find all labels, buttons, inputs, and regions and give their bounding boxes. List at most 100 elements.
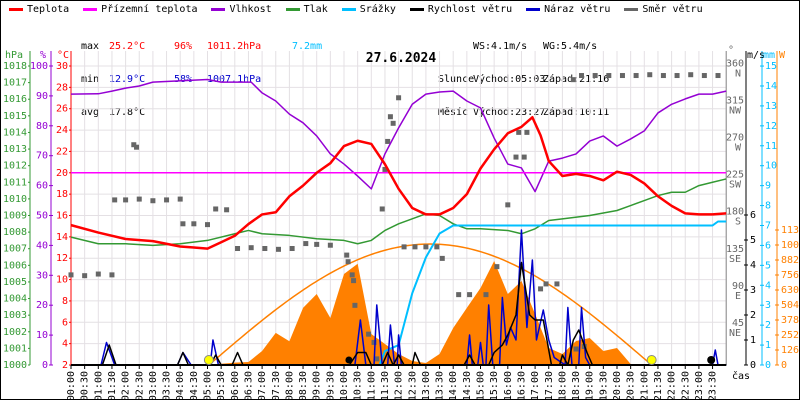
- wind-direction-point: [513, 154, 519, 160]
- time-tick-label: 09:00: [312, 371, 323, 400]
- pressure-tick-label: 1001: [3, 343, 27, 354]
- legend-item-humidity: Vlhkost: [211, 4, 272, 15]
- min-temp: 12.9°C: [109, 74, 146, 85]
- rain-tick-label: 4: [765, 280, 771, 291]
- temperature-tick-label: 4: [62, 339, 68, 350]
- temperature-tick-label: 8: [62, 296, 68, 307]
- max-wind-speed: WS:4.1m/s: [473, 41, 528, 52]
- wind-direction-point: [456, 292, 462, 298]
- time-tick-label: 11:30: [380, 371, 391, 400]
- temperature-tick-label: 20: [56, 168, 68, 179]
- solar-tick-label: 756: [781, 270, 799, 281]
- time-tick-label: 13:00: [421, 371, 432, 400]
- wind-direction-point: [439, 255, 445, 261]
- time-tick-label: 13:30: [435, 371, 446, 400]
- time-tick-label: 05:00: [203, 371, 214, 400]
- humidity-tick-label: 40: [36, 240, 48, 251]
- direction-tick-compass: SE: [729, 254, 741, 265]
- pressure-tick-label: 1015: [3, 111, 27, 122]
- wind-direction-point: [390, 120, 396, 126]
- time-tick-label: 22:00: [667, 371, 678, 400]
- wind-direction-point: [573, 346, 579, 352]
- max-temp: 25.2°C: [109, 41, 146, 52]
- legend-label: Rychlost větru: [427, 4, 513, 15]
- time-tick-label: 03:30: [162, 371, 173, 400]
- wind-direction-point: [401, 244, 407, 250]
- pressure-tick-label: 1003: [3, 310, 27, 321]
- solar-tick-label: 126: [781, 345, 799, 356]
- humidity-tick-label: 30: [36, 270, 48, 281]
- wind-direction-point: [314, 241, 320, 247]
- time-tick-label: 08:30: [298, 371, 309, 400]
- moonrise-time: Východ:23:27: [473, 107, 546, 118]
- solar-tick-label: 252: [781, 330, 799, 341]
- time-tick-label: 18:30: [571, 371, 582, 400]
- humidity-tick-label: 60: [36, 181, 48, 192]
- solar-tick-label: 882: [781, 255, 799, 266]
- wind-direction-point: [688, 72, 694, 78]
- wind-direction-point: [701, 73, 707, 79]
- legend-label: Vlhkost: [229, 4, 272, 15]
- legend-item-pressure: Tlak: [285, 4, 328, 15]
- pressure-tick-label: 1009: [3, 211, 27, 222]
- wind-direction-point: [434, 244, 440, 250]
- legend-label: Tlak: [303, 4, 328, 15]
- rain-tick-label: 0: [765, 360, 771, 371]
- wind-direction-point: [177, 196, 183, 202]
- wind-direction-point: [180, 221, 186, 227]
- direction-tick-label: 180: [726, 207, 744, 218]
- pressure-tick-label: 1013: [3, 144, 27, 155]
- legend-item-ground-temperature: Přízemní teplota: [83, 4, 197, 15]
- wind-direction-point: [592, 73, 598, 79]
- wind-direction-point: [423, 244, 429, 250]
- wind-tick-label: 6: [750, 210, 756, 221]
- solar-tick-label: 504: [781, 300, 799, 311]
- temperature-tick-label: 30: [56, 61, 68, 72]
- x-axis-label: čas: [732, 370, 750, 382]
- time-tick-label: 05:30: [216, 371, 227, 400]
- wind-tick-label: 0: [750, 360, 756, 371]
- wind-direction-point: [112, 197, 118, 203]
- wind-direction-point: [95, 271, 101, 277]
- time-tick-label: 07:00: [257, 371, 268, 400]
- max-rain: 7.2mm: [292, 41, 323, 52]
- time-tick-label: 17:30: [544, 371, 555, 400]
- direction-tick-compass: NW: [729, 106, 742, 117]
- temperature-line: [70, 116, 727, 250]
- pressure-tick-label: 1000: [3, 360, 27, 371]
- pressure-axis-unit: hPa: [5, 50, 23, 61]
- direction-tick-compass: E: [735, 291, 741, 302]
- max-pressure: 1011.2hPa: [207, 41, 262, 52]
- time-tick-label: 16:00: [503, 371, 514, 400]
- wind-direction-point: [275, 246, 281, 252]
- rain-tick-label: 12: [765, 121, 777, 132]
- pressure-tick-label: 1004: [3, 294, 27, 305]
- solar-tick-label: 0: [781, 360, 787, 371]
- wind-direction-point: [303, 241, 309, 247]
- wind-direction-point: [123, 197, 129, 203]
- stats-block: max 25.2°C 96% 1011.2hPa 7.2mm min 12.9°C 58% 1…: [81, 19, 322, 140]
- direction-tick-compass: NE: [729, 328, 741, 339]
- temperature-tick-label: 10: [56, 275, 68, 286]
- wind-direction-point: [543, 281, 549, 287]
- wind-direction-point: [554, 281, 560, 287]
- wind-direction-point: [715, 73, 721, 79]
- direction-tick-compass: W: [735, 143, 742, 154]
- pressure-tick-label: 1007: [3, 244, 27, 255]
- wind-direction-point: [521, 154, 527, 160]
- wind-direction-point: [352, 302, 358, 308]
- pressure-tick-label: 1014: [3, 127, 27, 138]
- time-tick-label: 15:30: [489, 371, 500, 400]
- time-tick-label: 01:30: [107, 371, 118, 400]
- humidity-tick-label: 90: [36, 91, 48, 102]
- direction-tick-label: 270: [726, 133, 744, 144]
- temperature-tick-label: 14: [56, 232, 68, 243]
- legend-item-wind-speed: Rychlost větru: [409, 4, 513, 15]
- time-tick-label: 17:00: [530, 371, 541, 400]
- wind-direction-point: [344, 252, 350, 258]
- wind-direction-point: [619, 73, 625, 79]
- time-tick-label: 20:00: [612, 371, 623, 400]
- direction-tick-label: 135: [726, 244, 744, 255]
- max-humidity: 96%: [174, 41, 193, 52]
